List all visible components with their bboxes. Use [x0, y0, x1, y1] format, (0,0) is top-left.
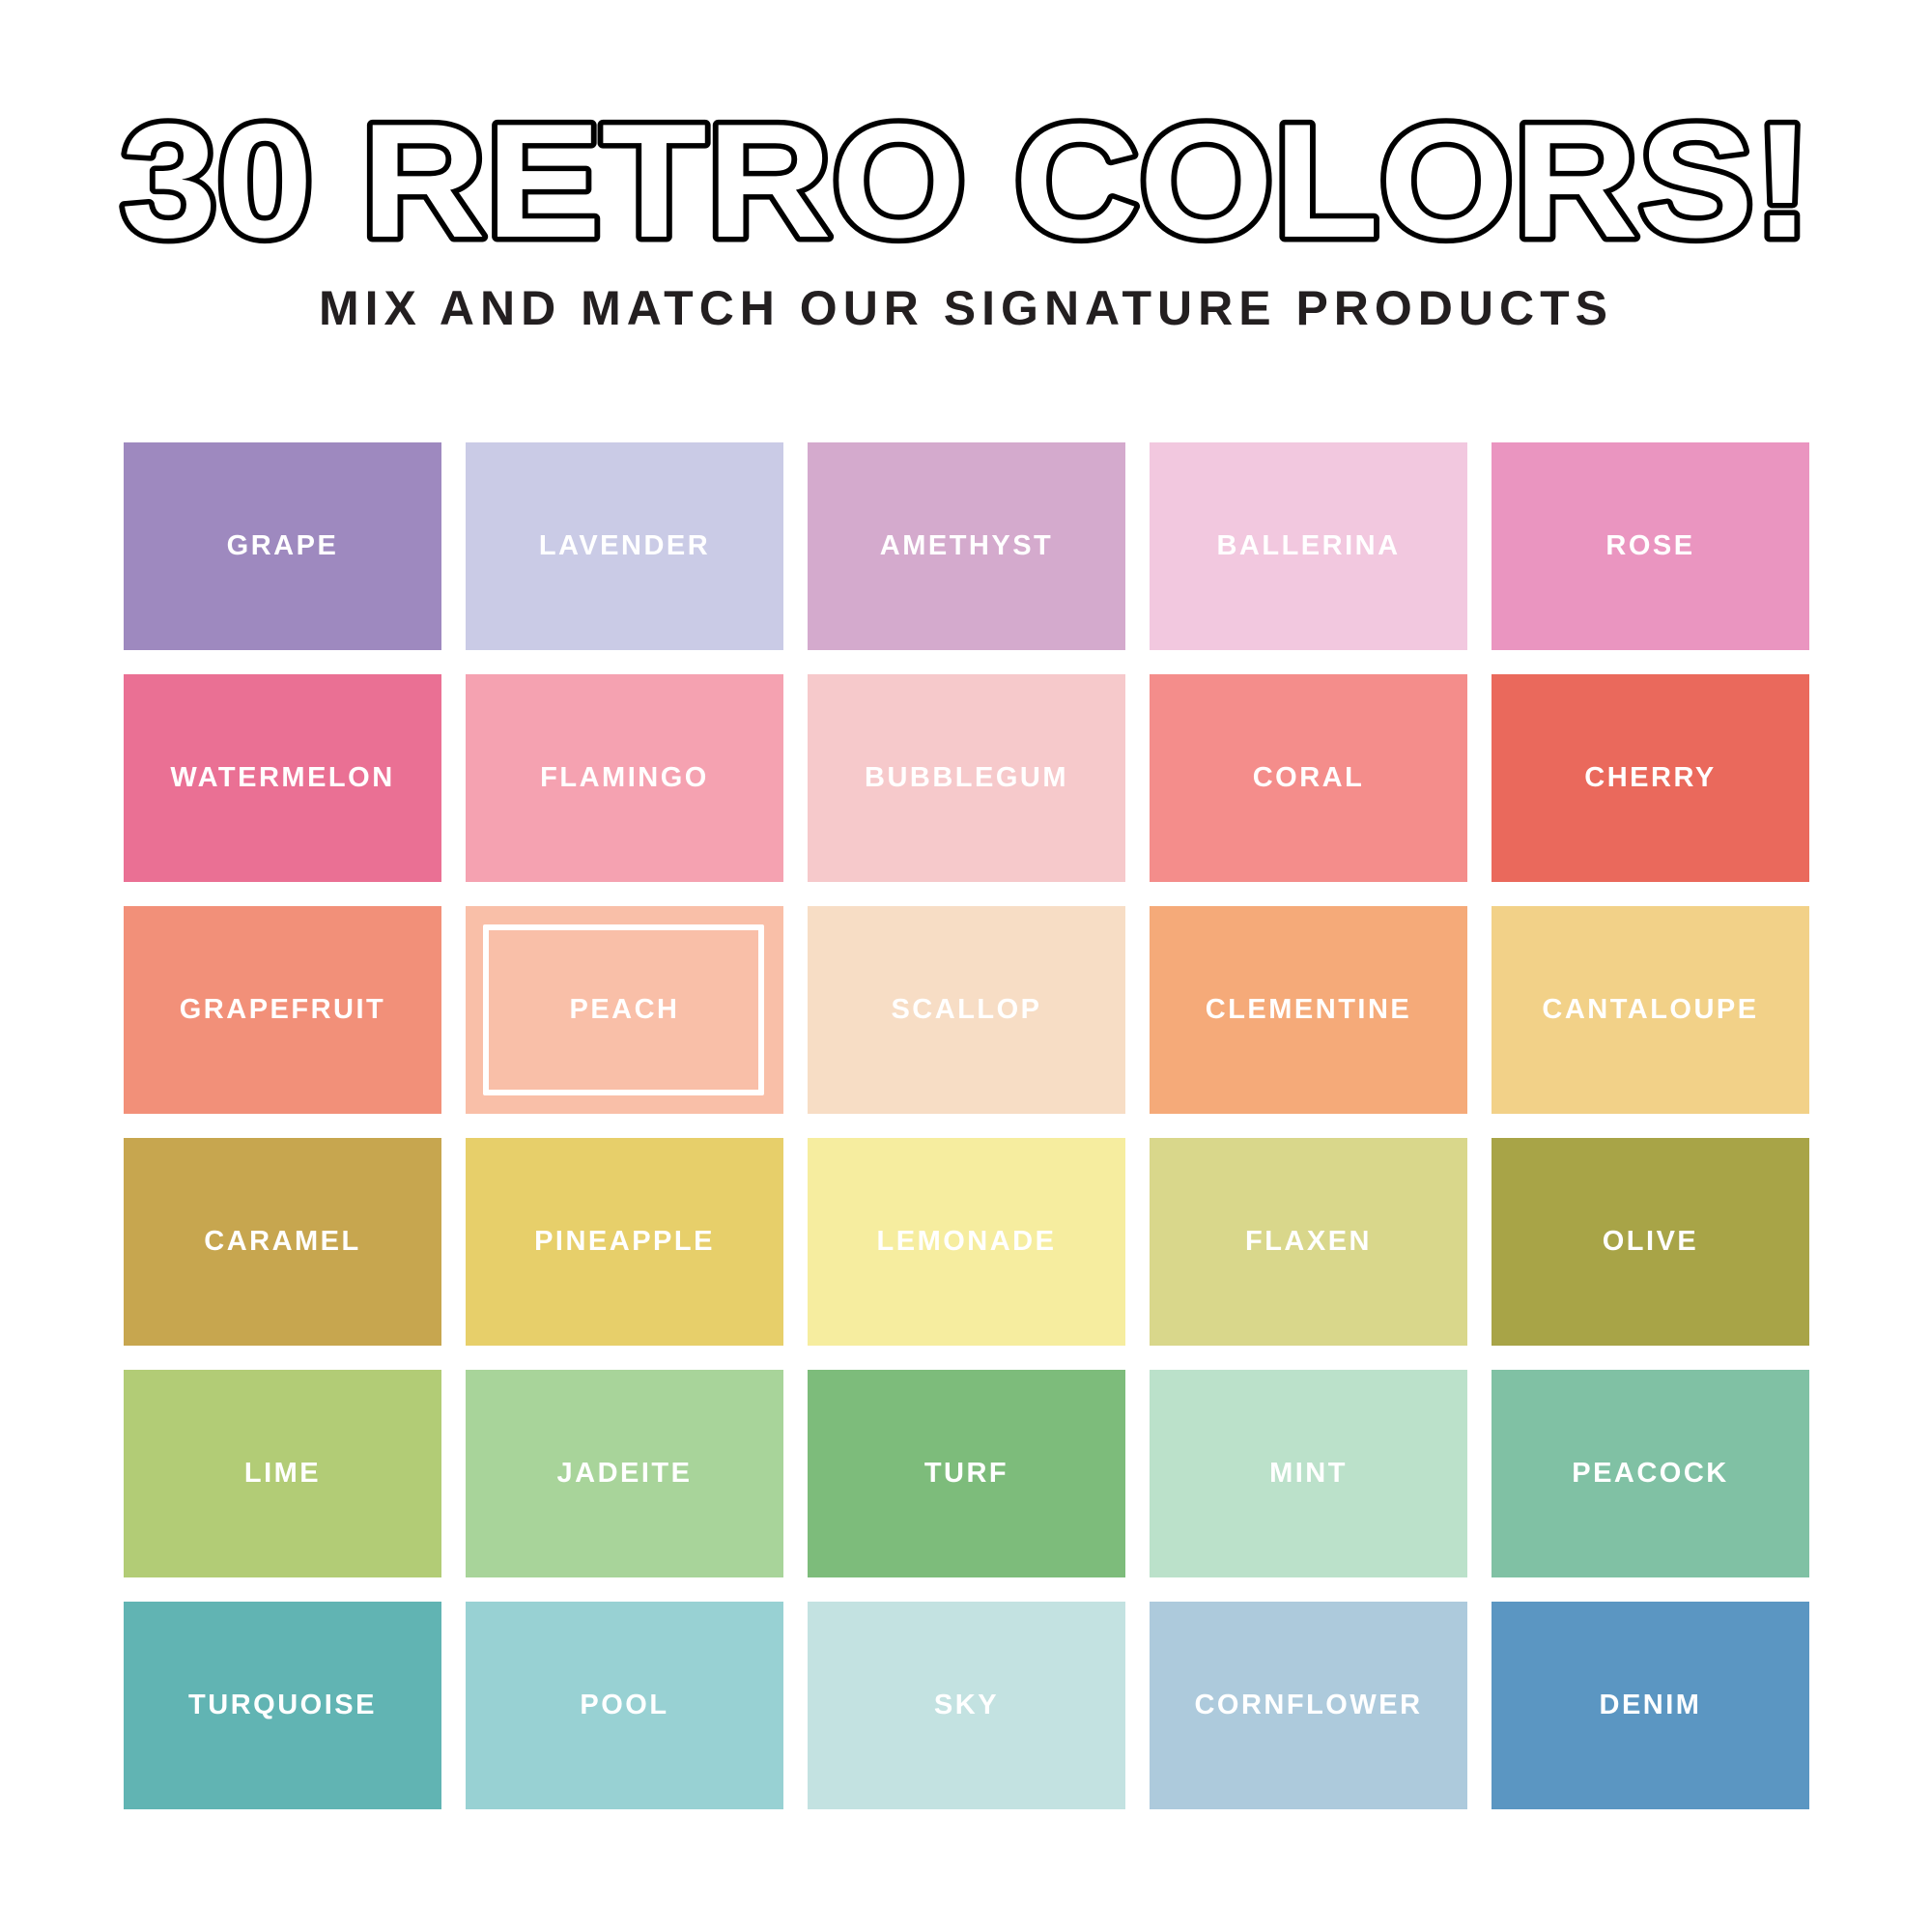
swatch-label: BUBBLEGUM	[865, 762, 1068, 793]
swatch-label: AMETHYST	[879, 530, 1054, 561]
color-swatch-lavender[interactable]: LAVENDER	[466, 442, 783, 650]
color-swatch-lime[interactable]: LIME	[124, 1370, 441, 1577]
swatch-label: PEACOCK	[1572, 1458, 1729, 1489]
page-title: 30 RETRO COLORS!	[116, 97, 1817, 261]
color-swatch-pineapple[interactable]: PINEAPPLE	[466, 1138, 783, 1346]
color-swatch-coral[interactable]: CORAL	[1150, 674, 1467, 882]
color-swatch-caramel[interactable]: CARAMEL	[124, 1138, 441, 1346]
color-swatch-watermelon[interactable]: WATERMELON	[124, 674, 441, 882]
swatch-label: WATERMELON	[170, 762, 395, 793]
color-swatch-turquoise[interactable]: TURQUOISE	[124, 1602, 441, 1809]
swatch-label: CHERRY	[1584, 762, 1717, 793]
color-swatch-grapefruit[interactable]: GRAPEFRUIT	[124, 906, 441, 1114]
swatch-label: CANTALOUPE	[1542, 994, 1759, 1025]
swatch-label: SCALLOP	[891, 994, 1042, 1025]
color-swatch-grape[interactable]: GRAPE	[124, 442, 441, 650]
swatch-label: PEACH	[569, 994, 680, 1025]
color-swatch-cantaloupe[interactable]: CANTALOUPE	[1492, 906, 1809, 1114]
swatch-label: SKY	[933, 1690, 1000, 1720]
color-swatch-pool[interactable]: POOL	[466, 1602, 783, 1809]
color-swatch-scallop[interactable]: SCALLOP	[808, 906, 1125, 1114]
color-swatch-bubblegum[interactable]: BUBBLEGUM	[808, 674, 1125, 882]
color-swatch-clementine[interactable]: CLEMENTINE	[1150, 906, 1467, 1114]
swatch-label: DENIM	[1599, 1690, 1702, 1720]
swatch-label: CLEMENTINE	[1205, 994, 1412, 1025]
color-swatch-turf[interactable]: TURF	[808, 1370, 1125, 1577]
color-swatch-peach[interactable]: PEACH	[466, 906, 783, 1114]
color-swatch-denim[interactable]: DENIM	[1492, 1602, 1809, 1809]
color-swatch-flamingo[interactable]: FLAMINGO	[466, 674, 783, 882]
color-swatch-ballerina[interactable]: BALLERINA	[1150, 442, 1467, 650]
swatch-label: GRAPE	[226, 530, 339, 561]
color-swatch-lemonade[interactable]: LEMONADE	[808, 1138, 1125, 1346]
color-swatch-amethyst[interactable]: AMETHYST	[808, 442, 1125, 650]
swatch-label: ROSE	[1605, 530, 1695, 561]
swatch-label: TURF	[923, 1458, 1009, 1489]
swatch-label: CORAL	[1252, 762, 1365, 793]
swatch-label: POOL	[580, 1690, 669, 1720]
swatch-label: CARAMEL	[204, 1226, 361, 1257]
swatch-label: FLAXEN	[1245, 1226, 1372, 1257]
swatch-label: JADEITE	[556, 1458, 693, 1489]
color-swatch-grid: GRAPE LAVENDER AMETHYST BALLERINA ROSE WATERM…	[124, 442, 1809, 1809]
swatch-label: FLAMINGO	[540, 762, 709, 793]
swatch-label: PINEAPPLE	[534, 1226, 715, 1257]
swatch-label: BALLERINA	[1216, 530, 1401, 561]
swatch-label: LEMONADE	[876, 1226, 1057, 1257]
color-swatch-rose[interactable]: ROSE	[1492, 442, 1809, 650]
title-text: 30 RETRO COLORS!	[121, 97, 1811, 261]
color-swatch-cherry[interactable]: CHERRY	[1492, 674, 1809, 882]
color-swatch-sky[interactable]: SKY	[808, 1602, 1125, 1809]
color-swatch-flaxen[interactable]: FLAXEN	[1150, 1138, 1467, 1346]
swatch-label: MINT	[1269, 1458, 1348, 1489]
color-swatch-olive[interactable]: OLIVE	[1492, 1138, 1809, 1346]
color-swatch-peacock[interactable]: PEACOCK	[1492, 1370, 1809, 1577]
subtitle: MIX AND MATCH OUR SIGNATURE PRODUCTS	[318, 281, 1614, 335]
swatch-label: LAVENDER	[538, 530, 711, 561]
color-swatch-jadeite[interactable]: JADEITE	[466, 1370, 783, 1577]
swatch-label: CORNFLOWER	[1194, 1690, 1423, 1720]
swatch-label: LIME	[243, 1458, 322, 1489]
swatch-label: GRAPEFRUIT	[179, 994, 386, 1025]
swatch-label: TURQUOISE	[188, 1690, 377, 1720]
swatch-label: OLIVE	[1602, 1226, 1699, 1257]
color-swatch-cornflower[interactable]: CORNFLOWER	[1150, 1602, 1467, 1809]
color-swatch-mint[interactable]: MINT	[1150, 1370, 1467, 1577]
